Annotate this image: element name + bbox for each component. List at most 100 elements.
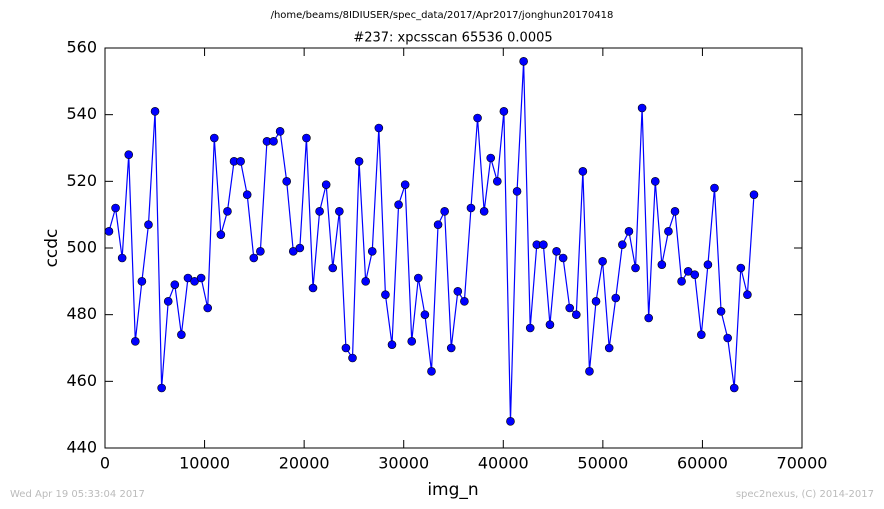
data-point: [493, 177, 502, 186]
data-point: [512, 187, 522, 196]
data-point: [394, 200, 403, 209]
data-point: [631, 263, 640, 273]
x-tick-label: 60000: [677, 454, 728, 473]
data-point: [466, 203, 476, 213]
data-point: [716, 307, 726, 316]
x-tick-label: 20000: [279, 454, 330, 473]
y-tick-label: 460: [66, 371, 97, 390]
footer-left: Wed Apr 19 05:33:04 2017: [10, 489, 145, 500]
data-point: [124, 150, 134, 159]
data-point: [387, 340, 397, 349]
data-point: [354, 157, 364, 166]
data-point: [427, 367, 436, 376]
data-point: [137, 277, 147, 286]
data-point: [697, 330, 706, 339]
data-point: [723, 333, 732, 343]
data-point: [460, 297, 469, 306]
data-point: [433, 220, 443, 229]
data-point: [479, 207, 489, 216]
data-point: [209, 133, 219, 143]
x-tick-label: 70000: [777, 454, 828, 473]
data-point: [618, 240, 627, 249]
data-point: [453, 287, 463, 296]
data-point: [677, 277, 686, 286]
data-point: [131, 337, 140, 346]
data-point: [348, 353, 357, 363]
data-point: [420, 310, 430, 319]
data-point: [591, 297, 601, 306]
data-point: [578, 167, 588, 176]
x-tick-label: 0: [100, 454, 110, 473]
data-point: [170, 280, 180, 289]
data-point: [690, 270, 700, 279]
data-point: [196, 273, 206, 283]
data-point: [749, 190, 759, 199]
data-point: [664, 227, 673, 236]
data-point: [703, 260, 713, 269]
y-tick-label: 520: [66, 171, 97, 190]
data-point: [256, 247, 265, 256]
data-point: [440, 207, 449, 216]
data-point: [486, 153, 496, 163]
data-point: [624, 227, 634, 236]
data-point: [473, 113, 482, 123]
data-point: [302, 133, 311, 143]
x-axis-label: img_n: [427, 480, 478, 500]
suptitle: /home/beams/8IDIUSER/spec_data/2017/Apr2…: [271, 10, 614, 21]
x-tick-label: 40000: [478, 454, 529, 473]
data-point: [117, 253, 127, 263]
data-point: [407, 337, 417, 346]
y-tick-label: 540: [66, 104, 97, 123]
data-point: [710, 183, 719, 193]
y-tick-label: 440: [66, 438, 97, 457]
data-point: [381, 290, 390, 299]
data-point: [650, 177, 660, 186]
data-point: [525, 323, 535, 333]
data-point: [499, 107, 509, 116]
data-point: [611, 293, 621, 303]
data-point: [637, 103, 647, 113]
data-point: [539, 240, 548, 249]
data-point: [743, 290, 752, 299]
data-point: [565, 303, 574, 313]
data-point: [335, 207, 344, 216]
data-point: [295, 243, 305, 253]
data-point: [341, 343, 351, 353]
data-point: [236, 157, 245, 166]
y-tick-label: 480: [66, 304, 97, 323]
chart-title: #237: xpcsscan 65536 0.0005: [353, 31, 552, 46]
data-point: [163, 297, 173, 306]
data-point: [315, 207, 324, 216]
data-point: [308, 283, 318, 293]
data-point: [400, 180, 410, 189]
data-point: [729, 383, 739, 393]
x-tick-label: 50000: [577, 454, 628, 473]
data-point: [598, 257, 607, 266]
data-point: [736, 263, 746, 273]
data-point: [367, 247, 377, 256]
data-point: [328, 263, 338, 273]
data-point: [249, 253, 259, 263]
data-point: [104, 227, 114, 236]
x-tick-label: 30000: [378, 454, 429, 473]
data-point: [223, 207, 232, 216]
data-point: [242, 190, 252, 199]
y-tick-label: 560: [66, 38, 97, 57]
data-point: [275, 127, 285, 136]
data-point: [150, 107, 160, 116]
data-point: [269, 137, 278, 146]
data-point: [216, 230, 226, 239]
data-point: [670, 207, 680, 216]
data-point: [111, 203, 120, 213]
footer-right: spec2nexus, (C) 2014-2017: [736, 489, 874, 500]
data-point: [519, 57, 528, 66]
data-point: [545, 320, 555, 329]
data-point: [144, 220, 153, 229]
data-point: [644, 313, 653, 323]
data-point: [558, 253, 568, 263]
data-point: [321, 180, 331, 189]
y-axis-label: ccdc: [42, 229, 62, 268]
data-point: [657, 260, 667, 269]
data-point: [446, 343, 456, 353]
